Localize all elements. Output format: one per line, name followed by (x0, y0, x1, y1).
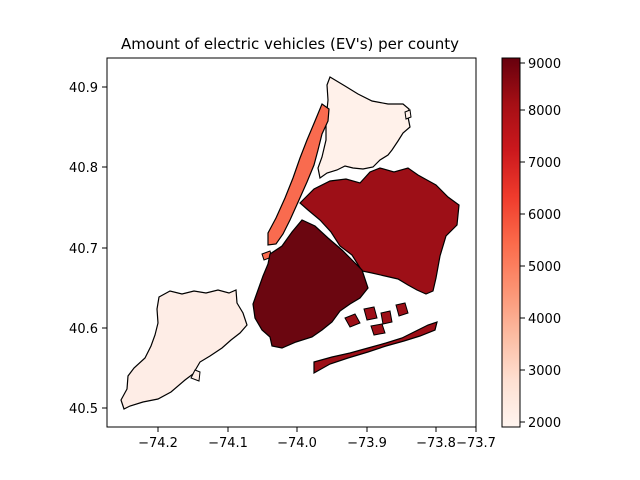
chart-title: Amount of electric vehicles (EV's) per c… (121, 35, 459, 53)
y-tick-label: 40.9 (69, 81, 98, 96)
y-tick-label: 40.5 (69, 402, 98, 417)
region-manhattan (267, 103, 330, 246)
colorbar-tick-label: 3000 (528, 364, 561, 379)
x-tick-label: −74.2 (138, 436, 178, 451)
y-tick-label: 40.7 (69, 242, 98, 257)
region-queens (299, 167, 460, 295)
colorbar (501, 57, 521, 428)
colorbar-tick-label: 8000 (528, 104, 561, 119)
colorbar-tick-label: 6000 (528, 208, 561, 223)
y-tick-label: 40.8 (69, 161, 98, 176)
x-tick-label: −73.9 (347, 436, 387, 451)
x-tick-label: −73.8 (416, 436, 456, 451)
region-queens-jamaica-bay-marsh (344, 302, 409, 336)
x-axis: −74.2 −74.1 −74.0 −73.9 −73.8 −73.7 (138, 427, 496, 451)
y-axis: 40.5 40.6 40.7 40.8 40.9 (69, 81, 107, 417)
region-staten-island-islet (190, 369, 201, 382)
region-bronx-islet (404, 109, 412, 120)
colorbar-ticks: 2000 3000 4000 5000 6000 7000 8000 9000 (520, 57, 561, 431)
colorbar-tick-label: 5000 (528, 260, 561, 275)
region-brooklyn (252, 219, 369, 349)
x-tick-label: −73.7 (456, 436, 496, 451)
colorbar-tick-label: 2000 (528, 416, 561, 431)
region-bronx (317, 76, 411, 180)
x-tick-label: −74.1 (208, 436, 248, 451)
colorbar-tick-label: 7000 (528, 156, 561, 171)
y-tick-label: 40.6 (69, 322, 98, 337)
x-tick-label: −74.0 (277, 436, 317, 451)
colorbar-tick-label: 4000 (528, 312, 561, 327)
colorbar-tick-label: 9000 (528, 57, 561, 72)
region-queens-rockaway (313, 321, 438, 375)
